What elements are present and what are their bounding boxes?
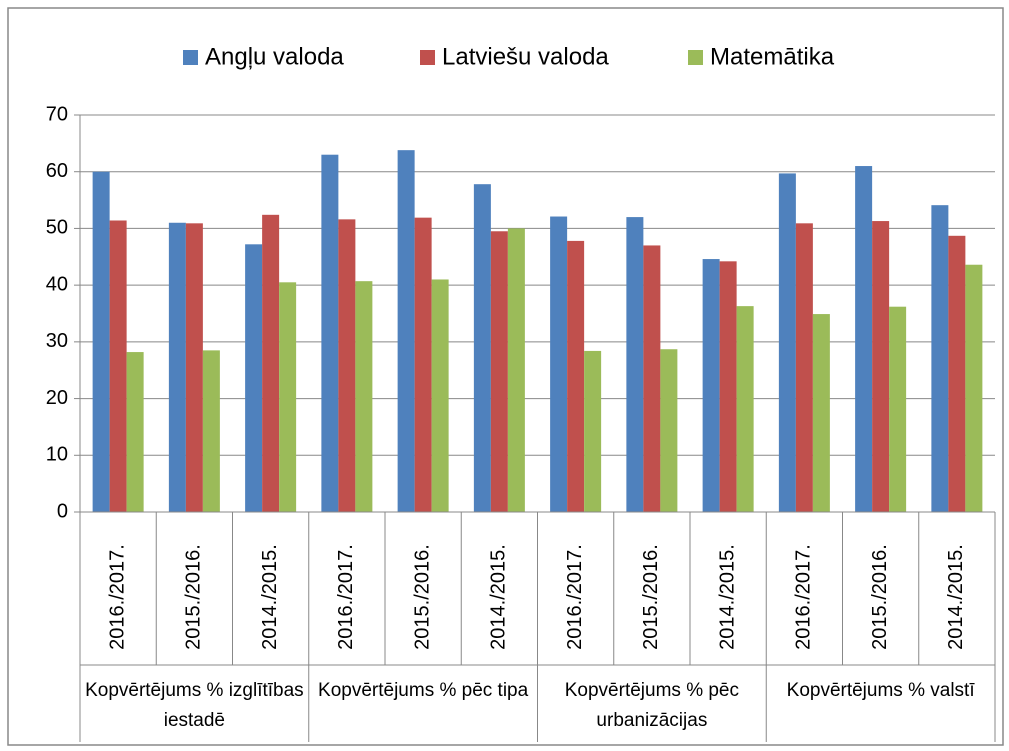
- bar: [778, 173, 796, 512]
- x-tick-label: 2014./2015.: [259, 544, 281, 650]
- y-tick-label: 0: [57, 500, 68, 522]
- bar: [702, 259, 720, 512]
- y-tick-label: 60: [46, 160, 68, 182]
- bar: [660, 349, 678, 512]
- bar: [414, 217, 432, 512]
- bar: [948, 235, 966, 512]
- bar: [507, 228, 525, 512]
- legend-label: Matemātika: [710, 43, 835, 70]
- y-tick-label: 30: [46, 330, 68, 352]
- bar: [262, 214, 280, 512]
- bar: [185, 223, 203, 512]
- bar: [245, 244, 263, 512]
- group-label: Kopvērtējums % pēc tipa: [318, 680, 529, 701]
- bar: [92, 171, 110, 512]
- legend-swatch: [183, 50, 198, 65]
- bar: [109, 220, 127, 512]
- bar: [965, 264, 983, 512]
- bar: [338, 219, 356, 512]
- legend-label: Angļu valoda: [205, 43, 344, 70]
- bar: [321, 154, 339, 512]
- legend-label: Latviešu valoda: [442, 43, 609, 70]
- bar: [889, 306, 907, 512]
- x-tick-label: 2014./2015.: [716, 544, 738, 650]
- bar: [795, 223, 813, 512]
- x-tick-label: 2015./2016.: [869, 544, 891, 650]
- bar: [397, 150, 415, 513]
- bar: [719, 261, 737, 512]
- bar: [168, 222, 186, 512]
- y-tick-label: 40: [46, 273, 68, 295]
- bar: [931, 205, 949, 512]
- bar: [126, 352, 144, 512]
- bar: [584, 350, 602, 512]
- y-tick-label: 20: [46, 387, 68, 409]
- y-tick-label: 70: [46, 103, 68, 125]
- bar: [872, 221, 890, 512]
- x-tick-label: 2016./2017.: [335, 544, 357, 650]
- x-tick-label: 2016./2017.: [793, 544, 815, 650]
- bar: [643, 245, 661, 512]
- x-tick-label: 2016./2017.: [564, 544, 586, 650]
- y-tick-label: 10: [46, 444, 68, 466]
- bar: [431, 279, 449, 512]
- group-label: Kopvērtējums % izglītības iestadē: [85, 680, 304, 731]
- x-tick-label: 2015./2016.: [640, 544, 662, 650]
- bar: [473, 184, 491, 513]
- x-tick-label: 2014./2015.: [488, 544, 510, 650]
- group-label: Kopvērtējums % pēc urbanizācijas: [564, 680, 739, 731]
- legend-swatch: [688, 50, 703, 65]
- x-tick-label: 2015./2016.: [183, 544, 205, 650]
- y-tick-label: 50: [46, 217, 68, 239]
- bar: [626, 217, 644, 513]
- bar: [550, 216, 568, 513]
- bar: [202, 350, 220, 512]
- bar: [855, 166, 873, 513]
- bar: [812, 314, 830, 512]
- bar: [736, 306, 754, 512]
- bar: [355, 281, 373, 512]
- legend-swatch: [420, 50, 435, 65]
- group-label: Kopvērtējums % valstī: [786, 680, 975, 701]
- x-tick-label: 2016./2017.: [106, 544, 128, 650]
- bar: [490, 231, 508, 512]
- bar: [279, 282, 297, 512]
- x-tick-label: 2014./2015.: [945, 544, 967, 650]
- x-tick-label: 2015./2016.: [411, 544, 433, 650]
- bar: [567, 240, 585, 513]
